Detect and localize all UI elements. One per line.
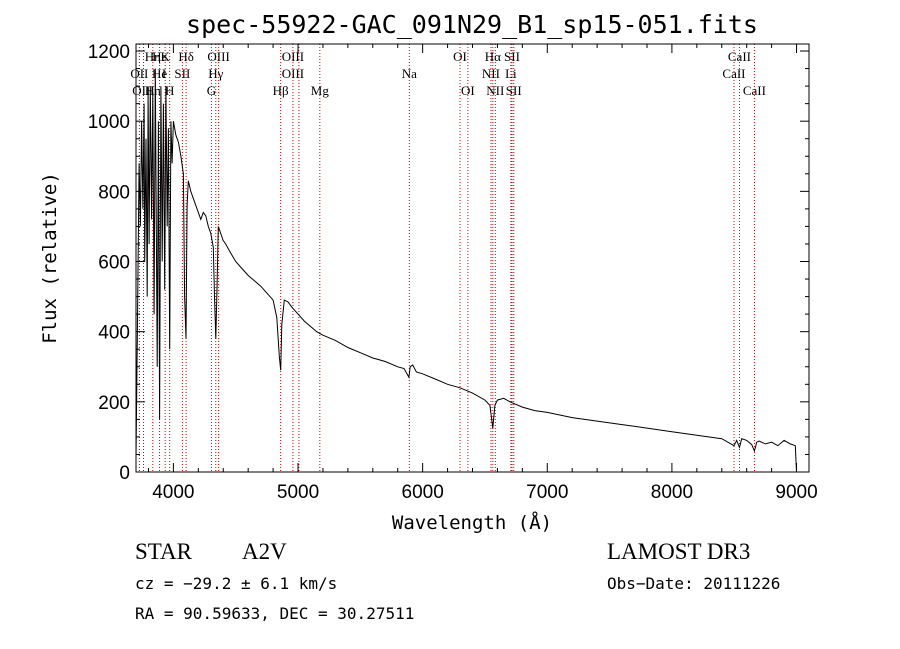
line-label: G xyxy=(207,83,216,98)
line-label: Hδ xyxy=(178,49,194,64)
x-tick-label: 8000 xyxy=(651,482,693,503)
line-label: OIII xyxy=(282,49,304,64)
line-label: OIII xyxy=(132,83,154,98)
x-tick-label: 4000 xyxy=(152,482,194,503)
y-tick-label: 1200 xyxy=(88,42,130,63)
line-label: SII xyxy=(174,66,190,81)
y-axis-label: Flux (relative) xyxy=(39,172,61,344)
obs-date: Obs−Date: 20111226 xyxy=(607,574,780,593)
y-tick-label: 200 xyxy=(98,393,130,414)
object-class: STAR xyxy=(135,539,193,564)
line-label: NII xyxy=(486,83,504,98)
line-label: OIII xyxy=(282,66,304,81)
y-tick-label: 800 xyxy=(98,182,130,203)
line-label: CaII xyxy=(743,83,766,98)
line-label: Hε xyxy=(152,49,167,64)
line-label: OI xyxy=(453,49,467,64)
y-tick-label: 600 xyxy=(98,253,130,274)
line-label: K xyxy=(160,49,170,64)
line-label: CaII xyxy=(728,49,751,64)
ra-dec: RA = 90.59633, DEC = 30.27511 xyxy=(135,604,414,623)
line-label: H xyxy=(165,83,174,98)
redshift-cz: cz = −29.2 ± 6.1 km/s xyxy=(135,574,337,593)
y-tick-label: 1000 xyxy=(88,112,130,133)
line-label: SII xyxy=(506,83,522,98)
x-tick-label: 9000 xyxy=(775,482,817,503)
object-subclass: A2V xyxy=(242,539,287,564)
line-label: OIII xyxy=(207,49,229,64)
x-axis-label: Wavelength (Å) xyxy=(392,511,552,534)
spectrum-line xyxy=(135,68,797,473)
y-tick-label: 400 xyxy=(98,323,130,344)
x-tick-label: 6000 xyxy=(402,482,444,503)
x-tick-label: 5000 xyxy=(277,482,319,503)
line-label: Mg xyxy=(311,83,330,98)
x-tick-label: 7000 xyxy=(526,482,568,503)
line-label: Li xyxy=(505,66,517,81)
y-tick-label: 0 xyxy=(119,463,130,484)
line-label: Hγ xyxy=(208,66,223,81)
line-label: I xyxy=(162,66,166,81)
line-label: Hα xyxy=(485,49,501,64)
line-label: Na xyxy=(402,66,417,81)
line-label: Hη xyxy=(145,49,161,64)
line-label: CaII xyxy=(722,66,745,81)
line-markers xyxy=(138,44,755,472)
line-label: OI xyxy=(461,83,475,98)
line-label: OII xyxy=(130,66,148,81)
axis-ticks: 4000 5000 6000 7000 8000 9000 0 200 400 600 800 100… xyxy=(88,42,818,503)
line-label: SII xyxy=(504,49,520,64)
line-label: Hβ xyxy=(273,83,289,98)
chart-title: spec-55922-GAC_091N29_B1_sp15-051.fits xyxy=(186,10,758,39)
survey-name: LAMOST DR3 xyxy=(607,539,750,564)
plot-frame xyxy=(135,43,810,473)
line-label: NII xyxy=(482,66,500,81)
line-label: Hn xyxy=(145,83,161,98)
